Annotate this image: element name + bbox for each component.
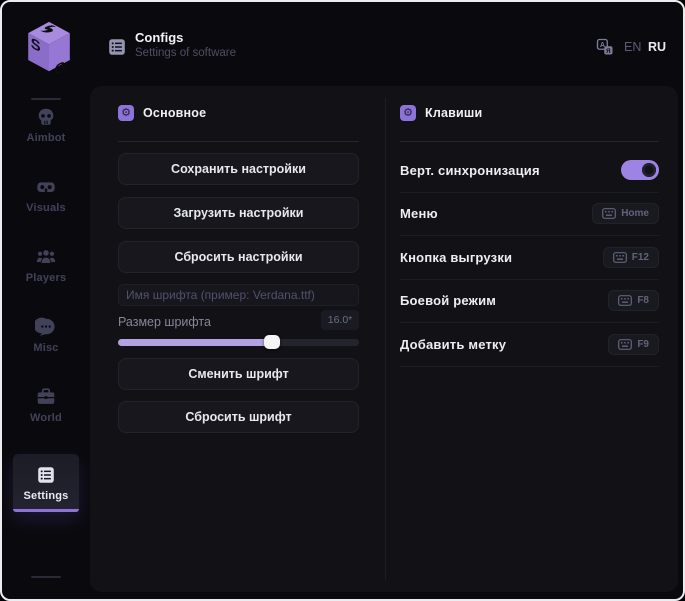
app-logo-cube-icon: S G [28,21,70,79]
keys-row-label: Меню [400,205,438,221]
row-divider [400,322,659,323]
keys-row-menu: Меню Home [400,201,659,225]
row-divider [400,235,659,236]
svg-text:A: A [600,41,605,49]
font-size-slider[interactable] [118,335,359,349]
keys-row-unload: Кнопка выгрузки F12 [400,245,659,269]
main-section-divider [118,141,359,142]
svg-text:Я: Я [606,48,611,55]
font-size-label: Размер шрифта [118,315,211,329]
keybind-key: F8 [637,294,649,306]
keybind-key: F9 [637,338,649,350]
font-size-slider-thumb[interactable] [264,335,281,349]
keys-row-add-marker: Добавить метку F9 [400,332,659,356]
combat-mode-keybind-button[interactable]: F8 [608,289,659,311]
sidebar-item-label: Misc [33,342,59,354]
sidebar-item-aimbot[interactable]: Aimbot [2,106,90,154]
sidebar-item-world[interactable]: World [2,386,90,434]
sidebar: S G Aimbot Visuals [2,2,90,599]
sidebar-item-label: Aimbot [26,132,66,144]
keyboard-icon [602,207,617,219]
change-font-button[interactable]: Сменить шрифт [118,358,359,390]
unload-keybind-button[interactable]: F12 [602,246,659,268]
load-settings-button[interactable]: Загрузить настройки [118,197,359,229]
keys-row-label: Кнопка выгрузки [400,249,513,265]
keys-row-label: Добавить метку [400,336,507,352]
add-marker-keybind-button[interactable]: F9 [608,333,659,355]
keys-section-divider [400,141,659,142]
sidebar-item-label: Visuals [26,202,66,214]
keys-row-label: Верт. синхронизация [400,162,540,178]
save-settings-button[interactable]: Сохранить настройки [118,153,359,185]
svg-text:S: S [31,35,41,56]
vsync-toggle[interactable] [621,160,659,180]
main-section-header: ⚙ Основное [118,105,206,121]
briefcase-icon [37,388,55,404]
keyboard-icon [618,338,633,350]
svg-text:G: G [54,58,65,79]
sidebar-item-label: Settings [23,490,69,502]
toggle-knob [642,163,656,177]
keyboard-icon [618,294,633,306]
language-en-button[interactable]: EN [624,40,642,54]
page-subtitle: Settings of software [135,47,236,59]
goggles-icon [37,182,55,193]
font-name-input[interactable] [118,284,359,306]
configs-page-icon [109,39,125,55]
reset-font-button[interactable]: Сбросить шрифт [118,401,359,433]
menu-keybind-button[interactable]: Home [592,202,659,224]
keys-row-vsync: Верт. синхронизация [400,158,659,182]
sidebar-item-label: World [30,412,62,424]
list-icon [38,467,54,483]
sidebar-item-players[interactable]: Players [2,246,90,294]
column-divider [385,98,386,580]
sidebar-item-settings[interactable]: Settings [13,454,79,512]
sidebar-divider-bottom [31,576,61,578]
sidebar-divider-top [31,98,61,100]
keys-row-label: Боевой режим [400,292,497,308]
language-ru-button[interactable]: RU [648,40,667,54]
keyboard-icon [612,251,627,263]
keybind-key: Home [621,207,649,219]
sidebar-item-label: Players [25,272,67,284]
row-divider [400,192,659,193]
main-section-title: Основное [143,106,207,120]
content-card: ⚙ Основное Сохранить настройки Загрузить… [90,86,678,592]
page-title: Configs [135,30,184,45]
keybind-key: F12 [631,251,649,263]
font-size-slider-fill [118,339,273,346]
comment-dots-icon [35,317,55,336]
row-divider [400,279,659,280]
gear-icon: ⚙ [118,105,134,121]
font-size-value[interactable]: 16.0* [321,310,359,330]
row-divider [400,366,659,367]
keys-section-header: ⚙ Клавиши [400,105,482,121]
people-icon [36,250,56,263]
keys-row-combat-mode: Боевой режим F8 [400,288,659,312]
skull-icon [38,108,54,125]
sidebar-item-visuals[interactable]: Visuals [2,176,90,224]
sidebar-item-misc[interactable]: Misc [2,316,90,364]
gear-icon: ⚙ [400,105,416,121]
translate-icon: A Я [596,38,613,55]
keys-section-title: Клавиши [425,106,483,120]
reset-settings-button[interactable]: Сбросить настройки [118,241,359,273]
